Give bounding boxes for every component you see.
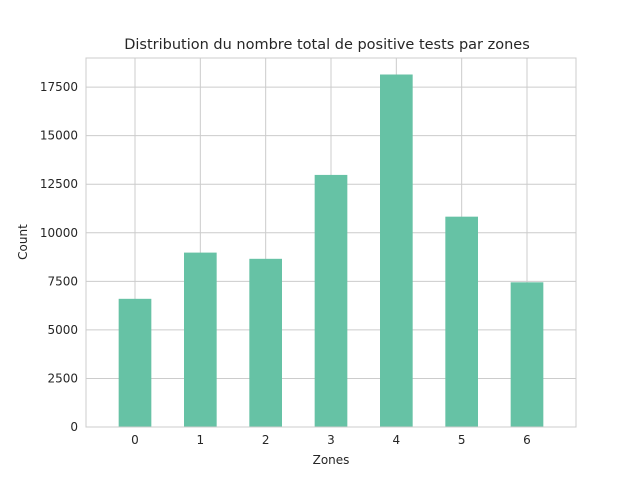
- x-tick-label: 6: [523, 433, 531, 447]
- y-tick-label: 15000: [40, 129, 78, 143]
- x-tick-label: 4: [393, 433, 401, 447]
- y-tick-label: 2500: [47, 371, 78, 385]
- x-tick-labels: 0 1 2 3 4 5 6: [131, 433, 531, 447]
- plot-frame: [85, 57, 577, 428]
- bar-zone-2: [249, 258, 282, 427]
- y-tick-label: 17500: [40, 80, 78, 94]
- x-tick-label: 3: [327, 433, 335, 447]
- x-tick-label: 1: [197, 433, 205, 447]
- bars: [118, 74, 544, 427]
- y-tick-label: 0: [70, 420, 78, 434]
- bar-zone-5: [445, 216, 478, 427]
- bar-zone-0: [118, 298, 152, 427]
- y-axis-label: Count: [16, 224, 30, 260]
- y-tick-label: 5000: [47, 323, 78, 337]
- y-tick-label: 10000: [40, 226, 78, 240]
- bar-zone-1: [184, 252, 217, 427]
- x-tick-label: 2: [262, 433, 270, 447]
- bar-zone-6: [510, 282, 544, 427]
- bar-zone-3: [314, 174, 348, 427]
- y-tick-labels: 0 2500 5000 7500 10000 12500 15000 17500: [40, 80, 78, 434]
- bar-zone-4: [380, 74, 413, 427]
- y-tick-label: 7500: [47, 274, 78, 288]
- y-tick-label: 12500: [40, 177, 78, 191]
- x-tick-label: 0: [131, 433, 139, 447]
- x-tick-label: 5: [458, 433, 466, 447]
- chart-title: Distribution du nombre total de positive…: [124, 37, 530, 53]
- x-axis-label: Zones: [313, 453, 350, 467]
